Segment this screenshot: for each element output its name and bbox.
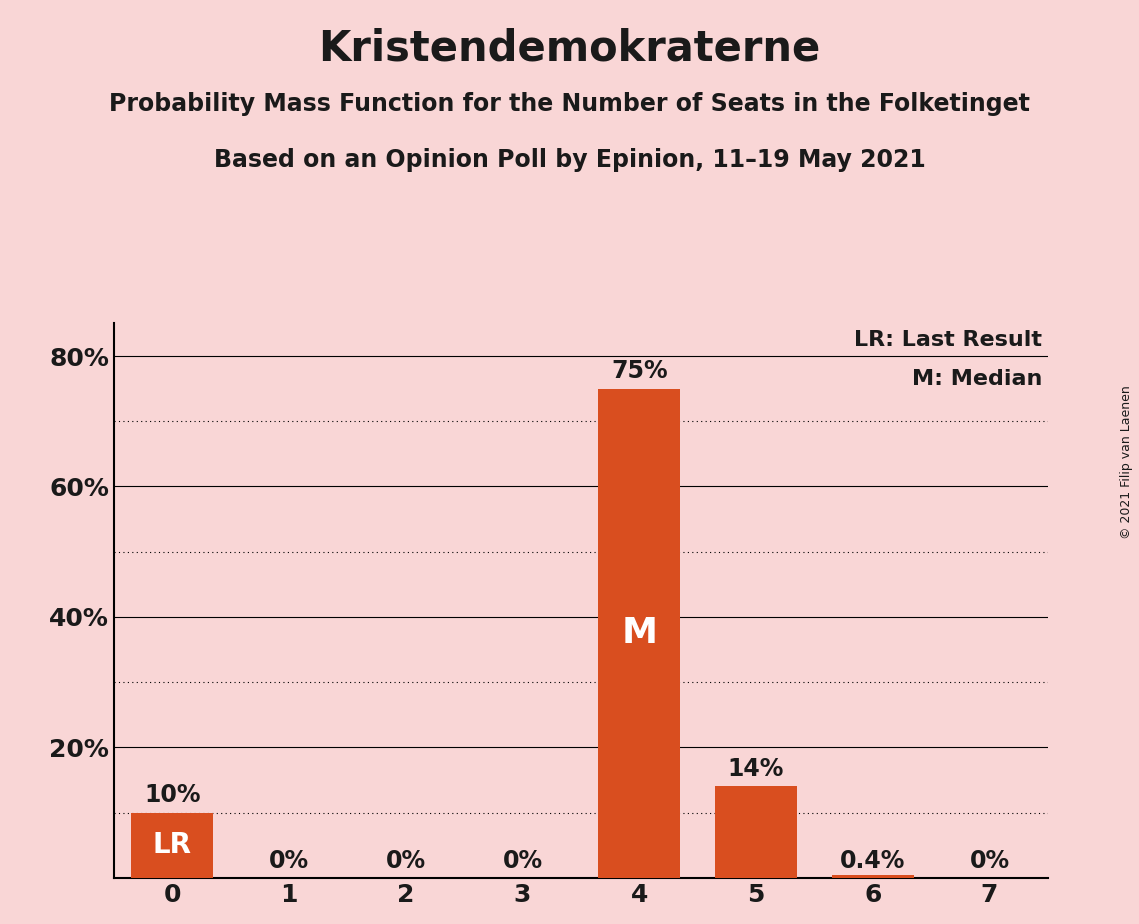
Text: 75%: 75% — [611, 359, 667, 383]
Text: Based on an Opinion Poll by Epinion, 11–19 May 2021: Based on an Opinion Poll by Epinion, 11–… — [214, 148, 925, 172]
Text: 0%: 0% — [269, 848, 309, 872]
Text: © 2021 Filip van Laenen: © 2021 Filip van Laenen — [1121, 385, 1133, 539]
Text: 0.4%: 0.4% — [841, 848, 906, 872]
Bar — [131, 812, 213, 878]
Text: Kristendemokraterne: Kristendemokraterne — [319, 28, 820, 69]
Text: Probability Mass Function for the Number of Seats in the Folketinget: Probability Mass Function for the Number… — [109, 92, 1030, 116]
Text: 14%: 14% — [728, 758, 784, 782]
Text: M: M — [621, 616, 657, 650]
Text: 0%: 0% — [386, 848, 426, 872]
Bar — [831, 875, 913, 878]
Text: 0%: 0% — [502, 848, 542, 872]
Text: LR: LR — [153, 832, 191, 859]
Text: 10%: 10% — [144, 784, 200, 808]
Text: M: Median: M: Median — [911, 369, 1042, 389]
Bar — [598, 389, 680, 878]
Text: LR: Last Result: LR: Last Result — [854, 330, 1042, 350]
Text: 0%: 0% — [969, 848, 1009, 872]
Bar — [715, 786, 797, 878]
